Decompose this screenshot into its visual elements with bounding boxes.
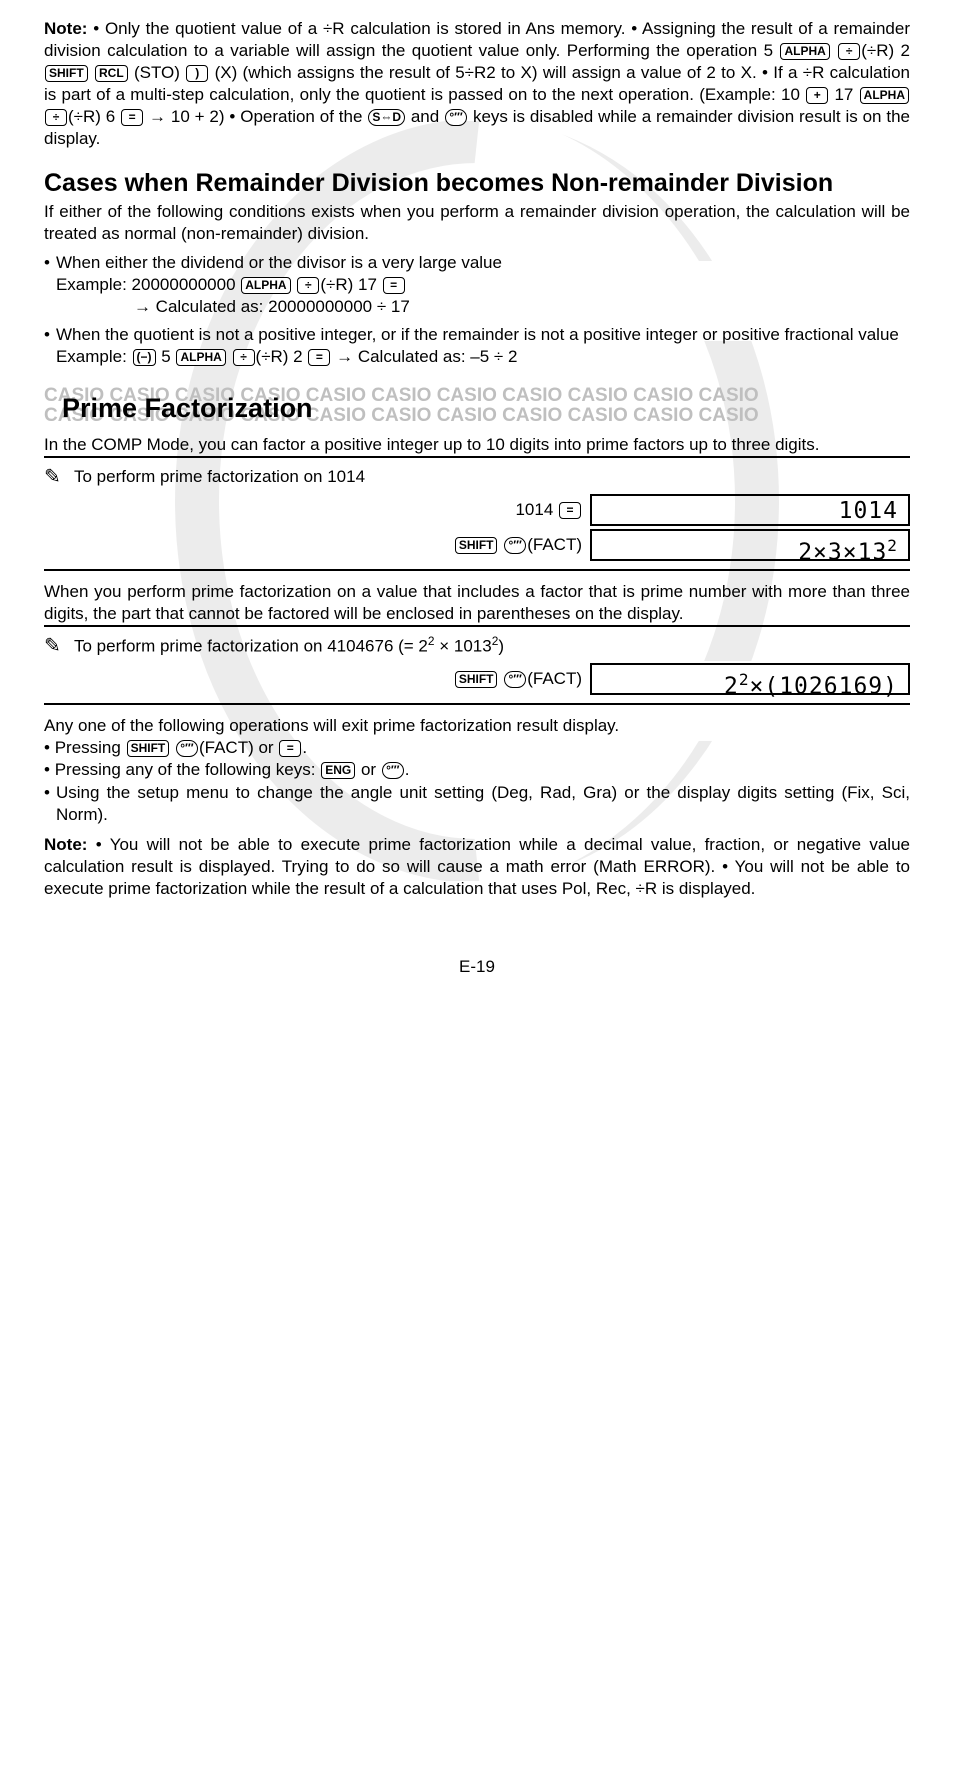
calc-row-2: SHIFT °′″(FACT) 2×3×132 <box>44 529 910 561</box>
lcd-display: 2×3×132 <box>590 529 910 561</box>
pencil-icon: ✎ <box>44 464 74 490</box>
para-comp-mode: In the COMP Mode, you can factor a posit… <box>44 434 910 456</box>
para-conditions: If either of the following conditions ex… <box>44 201 910 245</box>
exit-list: • Pressing SHIFT °′″(FACT) or =. • Press… <box>44 737 910 825</box>
calc-row-3: SHIFT °′″(FACT) 22×(1026169) <box>44 663 910 695</box>
note-label: Note: <box>44 19 87 38</box>
calc-row-1: 1014 = 1014 <box>44 494 910 526</box>
note-2: Note: • You will not be able to execute … <box>44 834 910 900</box>
eq-key: = <box>121 109 143 126</box>
shift-key: SHIFT <box>45 65 88 82</box>
divr-key: ÷ <box>838 43 860 60</box>
divr-key: ÷ <box>45 109 67 126</box>
banner-title: Prime Factorization <box>44 386 910 426</box>
para-large-factor: When you perform prime factorization on … <box>44 581 910 625</box>
example-1: ✎ To perform prime factorization on 1014 <box>44 456 910 494</box>
para-exit: Any one of the following operations will… <box>44 715 910 737</box>
page-number: E-19 <box>44 956 910 978</box>
alpha-key: ALPHA <box>860 87 909 104</box>
alpha-key: ALPHA <box>780 43 829 60</box>
section-banner: CASIO CASIO CASIO CASIO CASIO CASIO CASI… <box>44 386 910 426</box>
lcd-display: 1014 <box>590 494 910 526</box>
heading-cases: Cases when Remainder Division becomes No… <box>44 169 910 198</box>
dms-key: °′″ <box>445 109 467 126</box>
note-1: Note: • Only the quotient value of a ÷R … <box>44 18 910 151</box>
lcd-display: 22×(1026169) <box>590 663 910 695</box>
example-2: ✎ To perform prime factorization on 4104… <box>44 625 910 663</box>
conditions-list: • When either the dividend or the diviso… <box>44 252 910 368</box>
sd-key: S⇔D <box>368 109 405 126</box>
plus-key: + <box>806 87 828 104</box>
paren-key: ) <box>186 65 208 82</box>
rcl-key: RCL <box>95 65 128 82</box>
pencil-icon: ✎ <box>44 633 74 659</box>
